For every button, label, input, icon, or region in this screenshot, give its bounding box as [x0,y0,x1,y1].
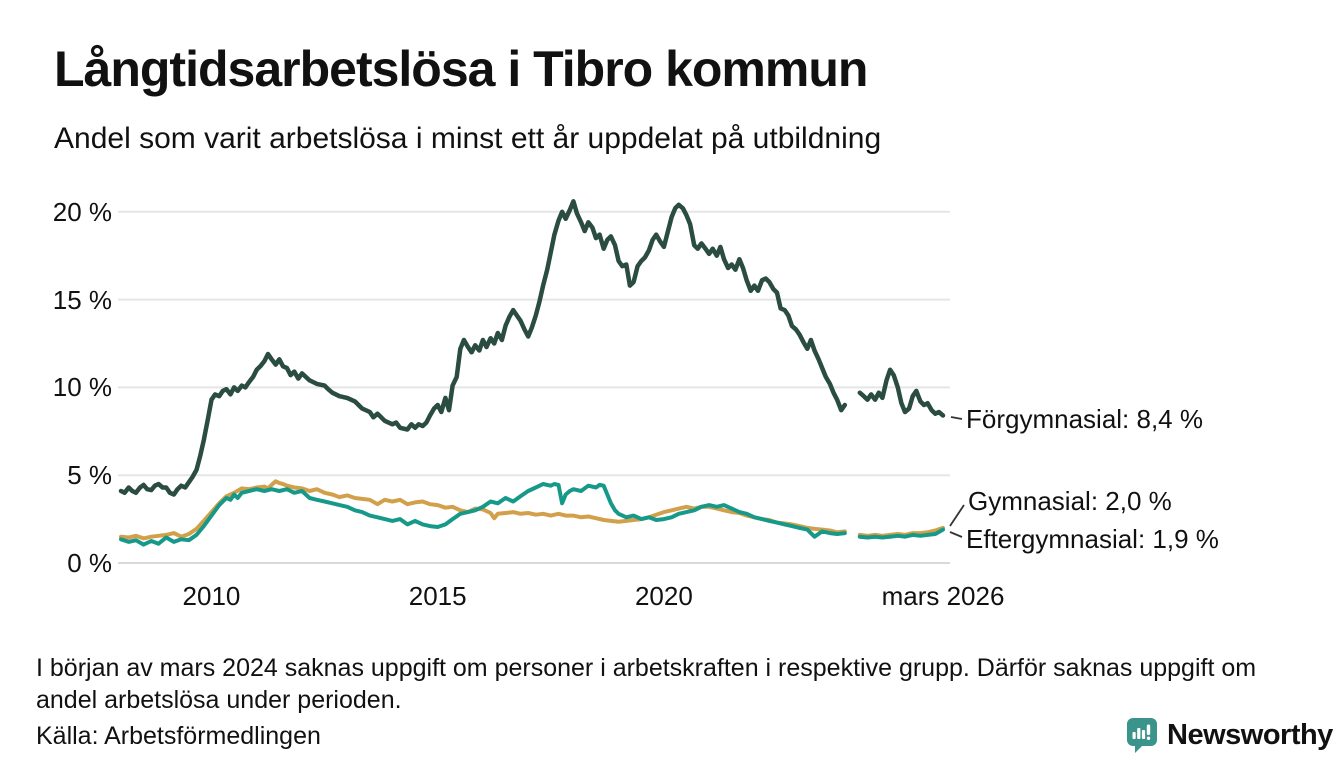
connector-forgymnasial [950,416,963,420]
x-axis-tick-mars-2026: mars 2026 [881,581,1005,611]
x-axis-tick-2010: 2010 [182,581,241,611]
footnote-line-1: I början av mars 2024 saknas uppgift om … [36,654,1257,682]
footnote: I början av mars 2024 saknas uppgift om … [36,652,1256,716]
x-axis-tick-2015: 2015 [408,581,467,611]
series-line-eftergymnasial-seg2 [857,527,945,540]
page-title: Långtidsarbetslösa i Tibro kommun [54,41,868,97]
speech-bubble-bar-chart-icon [1127,718,1157,753]
y-axis-tick-5: 5 % [67,460,112,491]
y-axis-tick-15: 15 % [52,284,112,315]
y-axis-tick-0: 0 % [67,548,112,578]
footnote-line-2: andel arbetslösa under perioden. [36,686,402,714]
newsworthy-logo: Newsworthy [1126,717,1333,753]
y-axis-tick-20: 20 % [52,196,112,227]
connector-gymnasial [949,504,965,527]
chart-subtitle: Andel som varit arbetslösa i minst ett å… [54,122,882,155]
x-axis-tick-2020: 2020 [634,581,693,611]
y-axis-tick-10: 10 % [52,372,112,403]
series-label-forgymnasial: Förgymnasial: 8,4 % [966,404,1203,434]
series-line-forgymnasial-seg2 [857,367,946,418]
source-text: Källa: Arbetsförmedlingen [36,722,321,750]
logo-text: Newsworthy [1167,718,1333,751]
series-label-gymnasial: Gymnasial: 2,0 % [968,486,1172,516]
series-line-forgymnasial-seg1 [118,199,848,497]
series-label-eftergymnasial: Eftergymnasial: 1,9 % [966,524,1219,554]
series-line-eftergymnasial-seg1 [119,482,847,547]
connector-eftergymnasial [949,531,963,538]
